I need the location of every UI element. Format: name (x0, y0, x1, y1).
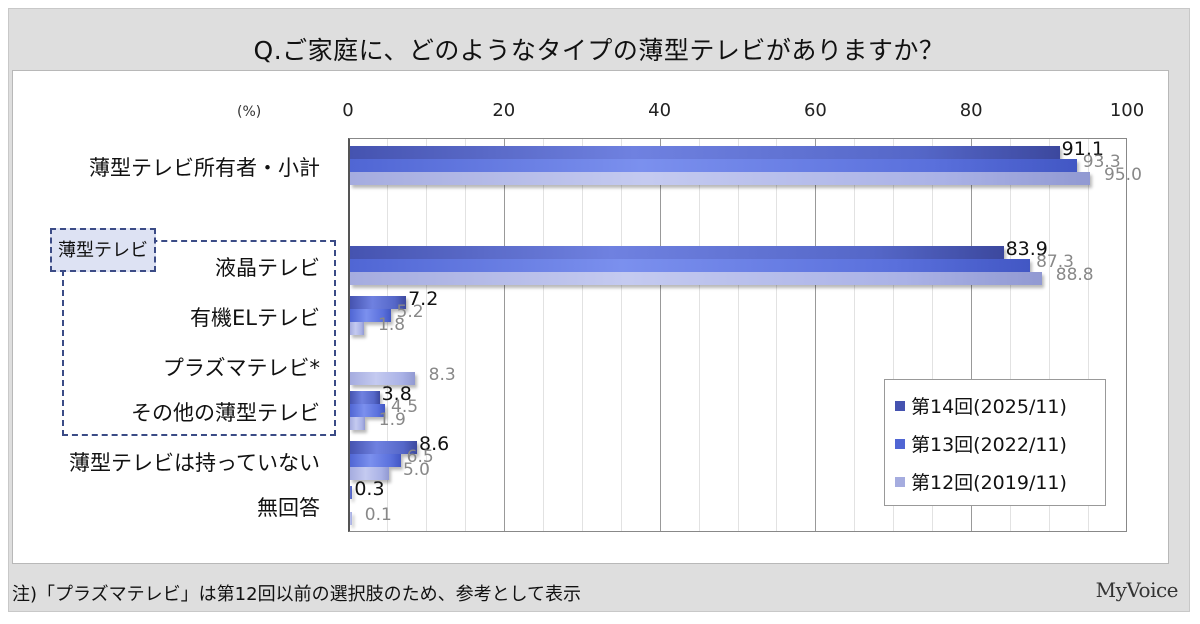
legend-swatch-icon (895, 400, 905, 411)
bar (350, 486, 353, 499)
category-label: 有機ELテレビ (190, 306, 320, 330)
data-label: 0.3 (354, 478, 385, 500)
gridline (542, 139, 544, 531)
legend-item-12: 第12回(2019/11) (895, 468, 1067, 495)
brand-logo: MyVoice (1095, 578, 1179, 602)
group-bracket (62, 240, 336, 436)
bar (350, 512, 352, 525)
data-label: 83.9 (1005, 238, 1048, 260)
bar (350, 404, 386, 417)
gridline (815, 139, 817, 531)
data-label: 93.3 (1082, 152, 1121, 172)
x-tick-label: 20 (492, 100, 516, 121)
bar (350, 172, 1091, 185)
gridline (698, 139, 700, 531)
bar (350, 159, 1077, 172)
bar (350, 322, 365, 335)
data-label: 8.3 (428, 365, 456, 385)
chart-title: Q.ご家庭に、どのようなタイプの薄型テレビがありますか？ (253, 36, 945, 65)
gridline (893, 139, 895, 531)
category-label: その他の薄型テレビ (131, 401, 320, 425)
gridline (659, 139, 661, 531)
category-label: 液晶テレビ (215, 256, 320, 280)
bar (350, 296, 407, 309)
bar (350, 309, 391, 322)
bar (350, 391, 380, 404)
category-label: プラズマテレビ* (162, 356, 320, 380)
data-label: 4.5 (391, 397, 419, 417)
data-label: 7.2 (408, 288, 439, 310)
bar (350, 417, 365, 430)
group-label: 薄型テレビ (50, 228, 156, 272)
bar (350, 272, 1042, 285)
category-label: 薄型テレビ所有者・小計 (89, 156, 320, 180)
gridline (620, 139, 622, 531)
x-tick-label: 40 (648, 100, 672, 121)
gridline (386, 139, 388, 531)
gridline (971, 139, 973, 531)
category-label: 無回答 (257, 496, 320, 520)
x-tick-label: 100 (1109, 100, 1145, 121)
gridline (1049, 139, 1051, 531)
unit-label: (%) (237, 104, 262, 120)
gridline (854, 139, 856, 531)
data-label: 1.8 (378, 315, 406, 335)
bar (350, 454, 401, 467)
x-tick-label: 60 (803, 100, 827, 121)
gridline (503, 139, 505, 531)
x-tick-label: 0 (342, 100, 354, 121)
data-label: 6.5 (406, 447, 434, 467)
data-label: 8.6 (418, 433, 450, 455)
gridline (464, 139, 466, 531)
data-label: 87.3 (1036, 252, 1074, 272)
data-label: 5.0 (402, 460, 430, 480)
gridline (581, 139, 583, 531)
data-label: 5.2 (396, 302, 424, 322)
gridline (737, 139, 739, 531)
legend-swatch-icon (895, 476, 905, 487)
bar (350, 146, 1060, 159)
legend: 第14回(2025/11) 第13回(2022/11) 第12回(2019/11… (884, 379, 1106, 506)
plot-area (348, 138, 1127, 532)
gridline (1010, 139, 1012, 531)
gridline (776, 139, 778, 531)
bar (350, 259, 1031, 272)
bar (350, 467, 389, 480)
data-label: 91.1 (1061, 138, 1104, 160)
bar (350, 441, 417, 454)
data-label: 0.1 (364, 505, 392, 525)
footnote: 注)「プラズマテレビ」は第12回以前の選択肢のため、参考として表示 (12, 584, 582, 605)
gridline (932, 139, 934, 531)
legend-item-13: 第13回(2022/11) (895, 430, 1067, 457)
data-label: 88.8 (1055, 265, 1094, 285)
bar (350, 246, 1004, 259)
gridline (425, 139, 427, 531)
legend-item-14: 第14回(2025/11) (895, 392, 1067, 419)
legend-swatch-icon (895, 438, 905, 449)
data-label: 95.0 (1104, 165, 1142, 185)
data-label: 3.8 (381, 383, 412, 405)
gridline (1088, 139, 1090, 531)
bar (350, 372, 415, 385)
x-tick-label: 80 (959, 100, 983, 121)
data-label: 1.9 (378, 410, 406, 430)
category-label: 薄型テレビは持っていない (69, 451, 320, 475)
